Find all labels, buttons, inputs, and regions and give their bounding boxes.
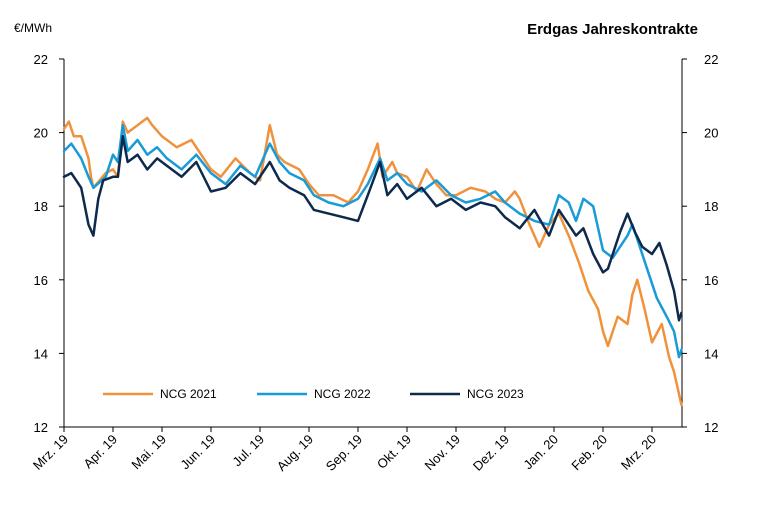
x-tick-label: Jun. 19 [177, 432, 218, 473]
y-tick-label-left: 18 [34, 199, 48, 214]
x-tick-label: Nov. 19 [422, 432, 464, 474]
chart-title: Erdgas Jahreskontrakte [527, 21, 698, 38]
x-tick-label: Sep. 19 [323, 432, 365, 474]
x-tick-label: Jul. 19 [229, 432, 267, 470]
legend-label-ncg-2022: NCG 2022 [314, 387, 371, 401]
y-tick-label-left: 22 [34, 52, 48, 67]
x-tick-label: Aug. 19 [274, 432, 316, 474]
y-tick-label-right: 20 [704, 126, 718, 141]
y-tick-label-left: 12 [34, 420, 48, 435]
y-tick-label-left: 14 [34, 346, 48, 361]
y-tick-label-right: 12 [704, 420, 718, 435]
y-tick-label-right: 16 [704, 273, 718, 288]
y-tick-label-left: 16 [34, 273, 48, 288]
legend-label-ncg-2023: NCG 2023 [467, 387, 524, 401]
y-tick-label-left: 20 [34, 126, 48, 141]
x-tick-label: Apr. 19 [80, 432, 120, 472]
legend-label-ncg-2021: NCG 2021 [160, 387, 217, 401]
x-tick-label: Jan. 20 [520, 432, 561, 473]
series-line-ncg-2023 [62, 135, 683, 322]
y-tick-label-right: 14 [704, 346, 718, 361]
series-line-ncg-2022 [62, 123, 683, 359]
series-line-ncg-2021 [62, 116, 683, 407]
x-tick-label: Okt. 19 [374, 432, 414, 472]
y-tick-label-right: 18 [704, 199, 718, 214]
y-axis-unit-label: €/MWh [14, 21, 53, 35]
x-tick-label: Feb. 20 [568, 432, 610, 474]
x-tick-label: Mrz. 20 [618, 432, 659, 473]
x-tick-label: Mrz. 19 [30, 432, 71, 473]
x-tick-label: Mai. 19 [128, 432, 169, 473]
y-tick-label-right: 22 [704, 52, 718, 67]
x-tick-label: Dez. 19 [470, 432, 512, 474]
